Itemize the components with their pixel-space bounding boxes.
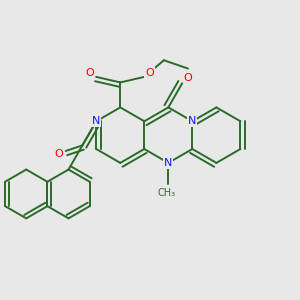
Text: O: O — [86, 68, 94, 78]
Text: N: N — [92, 116, 100, 126]
Text: O: O — [54, 149, 63, 159]
Text: O: O — [145, 68, 154, 78]
Text: N: N — [164, 158, 172, 168]
Text: N: N — [188, 116, 196, 126]
Text: CH₃: CH₃ — [157, 188, 176, 198]
Text: O: O — [184, 73, 193, 83]
